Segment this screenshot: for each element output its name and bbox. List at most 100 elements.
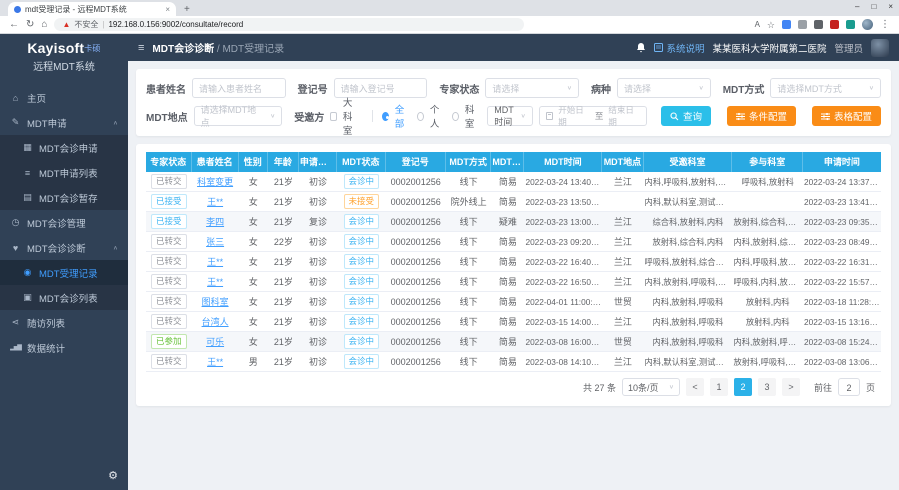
next-page-button[interactable]: > bbox=[782, 378, 800, 396]
radio-personal[interactable] bbox=[417, 112, 424, 121]
radio-personal-label[interactable]: 个人 bbox=[430, 102, 442, 130]
extension-icon[interactable] bbox=[846, 20, 855, 29]
patient-name-link[interactable]: 张三 bbox=[206, 237, 224, 247]
window-maximize-icon[interactable]: □ bbox=[871, 2, 876, 11]
home-icon[interactable]: ⌂ bbox=[41, 20, 47, 30]
patient-name-link[interactable]: 王** bbox=[207, 357, 223, 367]
extension-icon[interactable] bbox=[798, 20, 807, 29]
settings-gear-icon[interactable]: ⚙ bbox=[0, 463, 128, 490]
table-row[interactable]: 已转交 王** 女 21岁 初诊 会诊中 0002001256 线下 简易 20… bbox=[146, 272, 881, 292]
extension-icon[interactable] bbox=[814, 20, 823, 29]
window-close-icon[interactable]: × bbox=[888, 2, 893, 11]
patient-name-link[interactable]: 科室变更 bbox=[197, 177, 233, 187]
bookmark-star-icon[interactable]: ☆ bbox=[767, 20, 775, 30]
security-label[interactable]: 不安全 bbox=[74, 19, 98, 30]
goto-page-input[interactable]: 2 bbox=[838, 378, 860, 396]
sidebar-collapse-icon[interactable]: ≡ bbox=[138, 42, 144, 54]
browser-menu-icon[interactable]: ⋮ bbox=[880, 20, 890, 30]
prev-page-button[interactable]: < bbox=[686, 378, 704, 396]
condition-config-button[interactable]: 条件配置 bbox=[727, 106, 796, 126]
browser-tab[interactable]: mdt受理记录 - 远程MDT系统 × bbox=[8, 2, 176, 16]
reload-icon[interactable]: ↻ bbox=[26, 20, 34, 30]
date-range-picker[interactable]: 开始日期 至 结束日期 bbox=[539, 106, 647, 126]
mdt-mode-select[interactable]: 请选择MDT方式∨ bbox=[770, 78, 881, 98]
address-input[interactable]: ▲ 不安全 | 192.168.0.156:9002/consultate/re… bbox=[54, 18, 524, 31]
page-number-button[interactable]: 1 bbox=[710, 378, 728, 396]
back-icon[interactable]: ← bbox=[9, 20, 19, 30]
extension-icon[interactable] bbox=[830, 20, 839, 29]
table-row[interactable]: 已转交 科室变更 女 21岁 初诊 会诊中 0002001256 线下 简易 2… bbox=[146, 172, 881, 192]
page-number-button[interactable]: 3 bbox=[758, 378, 776, 396]
patient-name-link[interactable]: 台湾人 bbox=[202, 317, 229, 327]
sidebar-item-mdt-consult-list[interactable]: ▣ MDT会诊列表 bbox=[0, 285, 128, 310]
radio-all[interactable] bbox=[382, 112, 389, 121]
table-row[interactable]: 已转交 张三 女 22岁 初诊 会诊中 0002001256 线下 简易 202… bbox=[146, 232, 881, 252]
big-dept-checkbox[interactable] bbox=[330, 112, 337, 121]
new-tab-button[interactable]: + bbox=[184, 4, 190, 16]
sidebar-group-mdt-apply[interactable]: ✎ MDT申请 ∧ bbox=[0, 110, 128, 135]
extension-icon[interactable] bbox=[782, 20, 791, 29]
browser-tab-strip: mdt受理记录 - 远程MDT系统 × + – □ × bbox=[0, 0, 899, 16]
cell-apply-type: 初诊 bbox=[299, 355, 337, 368]
column-header[interactable]: 参与科室 bbox=[732, 152, 803, 172]
table-row[interactable]: 已转交 王** 男 21岁 初诊 会诊中 0002001256 线下 简易 20… bbox=[146, 352, 881, 372]
table-row[interactable]: 已转交 台湾人 女 21岁 初诊 会诊中 0002001256 线下 简易 20… bbox=[146, 312, 881, 332]
sidebar-item-mdt-manage[interactable]: ◷ MDT会诊管理 bbox=[0, 210, 128, 235]
sidebar-group-mdt-diagnosis[interactable]: ♥ MDT会诊诊断 ∧ bbox=[0, 235, 128, 260]
user-avatar[interactable] bbox=[871, 39, 889, 57]
patient-name-link[interactable]: 王** bbox=[207, 197, 223, 207]
table-row[interactable]: 已参加 可乐 女 21岁 初诊 会诊中 0002001256 线下 简易 202… bbox=[146, 332, 881, 352]
disease-select[interactable]: 请选择∨ bbox=[617, 78, 711, 98]
sidebar-item-mdt-accept-record[interactable]: ◉ MDT受理记录 bbox=[0, 260, 128, 285]
radio-all-label[interactable]: 全部 bbox=[395, 102, 407, 130]
sidebar-item-statistics[interactable]: ▂▅▇ 数据统计 bbox=[0, 335, 128, 360]
window-minimize-icon[interactable]: – bbox=[855, 2, 859, 11]
patient-name-link[interactable]: 李四 bbox=[206, 217, 224, 227]
column-header[interactable]: MDT状态 bbox=[337, 152, 386, 172]
zoom-text-icon[interactable]: A bbox=[755, 20, 760, 30]
patient-name-link[interactable]: 王** bbox=[207, 257, 223, 267]
time-type-select[interactable]: MDT时间∨ bbox=[487, 106, 532, 126]
sidebar-item-home[interactable]: ⌂ 主页 bbox=[0, 85, 128, 110]
expert-status-select[interactable]: 请选择∨ bbox=[485, 78, 579, 98]
column-header[interactable]: 申请时间 bbox=[803, 152, 881, 172]
browser-profile-avatar[interactable] bbox=[862, 19, 873, 30]
column-header[interactable]: 登记号 bbox=[386, 152, 446, 172]
table-row[interactable]: 已转交 王** 女 21岁 初诊 会诊中 0002001256 线下 简易 20… bbox=[146, 252, 881, 272]
tab-close-icon[interactable]: × bbox=[165, 5, 170, 14]
patient-name-link[interactable]: 王** bbox=[207, 277, 223, 287]
mdt-place-select[interactable]: 请选择MDT地点∨ bbox=[194, 106, 283, 126]
column-header[interactable]: 专家状态 bbox=[146, 152, 192, 172]
bell-icon[interactable] bbox=[636, 42, 646, 53]
column-header[interactable]: 性别 bbox=[239, 152, 268, 172]
system-help-link[interactable]: 系统说明 bbox=[654, 41, 704, 55]
patient-name-link[interactable]: 可乐 bbox=[206, 337, 224, 347]
page-number-button[interactable]: 2 bbox=[734, 378, 752, 396]
sidebar-item-mdt-apply-list[interactable]: ≡ MDT申请列表 bbox=[0, 160, 128, 185]
column-header[interactable]: 患者姓名 bbox=[192, 152, 239, 172]
column-header[interactable]: 年龄 bbox=[268, 152, 299, 172]
sidebar-item-mdt-draft[interactable]: ▤ MDT会诊暂存 bbox=[0, 185, 128, 210]
table-row[interactable]: 已接受 王** 女 21岁 初诊 未接受 0002001256 院外线上 简易 … bbox=[146, 192, 881, 212]
breadcrumb-section[interactable]: MDT会诊诊断 bbox=[152, 44, 214, 55]
table-config-button[interactable]: 表格配置 bbox=[812, 106, 881, 126]
table-row[interactable]: 已转交 图科室 女 21岁 初诊 会诊中 0002001256 线下 简易 20… bbox=[146, 292, 881, 312]
radio-dept-label[interactable]: 科室 bbox=[465, 102, 477, 130]
cell-age: 21岁 bbox=[268, 215, 299, 228]
column-header[interactable]: 受邀科室 bbox=[644, 152, 733, 172]
radio-dept[interactable] bbox=[452, 112, 459, 121]
search-button[interactable]: 查询 bbox=[661, 106, 711, 126]
patient-name-link[interactable]: 图科室 bbox=[202, 297, 229, 307]
column-header[interactable]: MDT类型 bbox=[491, 152, 524, 172]
column-header[interactable]: MDT地点 bbox=[602, 152, 643, 172]
column-header[interactable]: 申请类型 bbox=[299, 152, 337, 172]
sidebar-item-mdt-consult-apply[interactable]: ▦ MDT会诊申请 bbox=[0, 135, 128, 160]
sidebar-item-followup-list[interactable]: ⋖ 随访列表 bbox=[0, 310, 128, 335]
table-row[interactable]: 已接受 李四 女 21岁 复诊 会诊中 0002001256 线下 疑难 202… bbox=[146, 212, 881, 232]
cell-age: 21岁 bbox=[268, 295, 299, 308]
patient-name-input[interactable]: 请输入患者姓名 bbox=[192, 78, 286, 98]
page-size-select[interactable]: 10条/页∨ bbox=[622, 378, 680, 396]
column-header[interactable]: MDT时间 bbox=[524, 152, 602, 172]
big-dept-checkbox-label[interactable]: 大科室 bbox=[343, 95, 362, 137]
column-header[interactable]: MDT方式 bbox=[446, 152, 492, 172]
